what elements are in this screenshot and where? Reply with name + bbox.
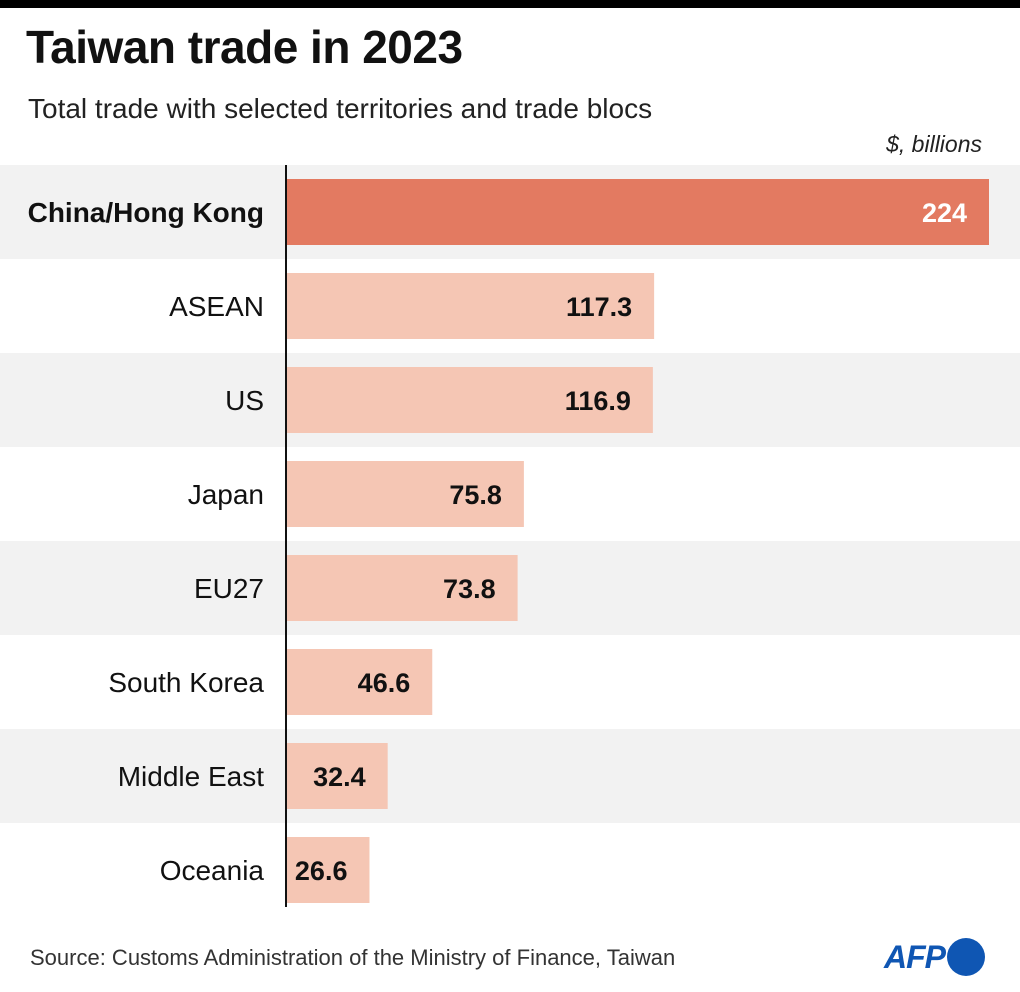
bar [286, 649, 433, 715]
category-label: China/Hong Kong [28, 197, 264, 228]
top-rule [0, 0, 1020, 8]
afp-logo-text: AFP [884, 938, 946, 975]
category-label: Oceania [160, 855, 265, 886]
category-label: US [225, 385, 264, 416]
chart-subtitle: Total trade with selected territories an… [28, 93, 653, 124]
category-label: South Korea [108, 667, 264, 698]
category-label: ASEAN [169, 291, 264, 322]
chart-title: Taiwan trade in 2023 [26, 21, 463, 73]
bar [286, 837, 370, 903]
category-label: EU27 [194, 573, 264, 604]
source-note: Source: Customs Administration of the Mi… [30, 945, 676, 970]
bar-chart: China/Hong Kong 224 ASEAN 117.3 US 116.9 Japan… [0, 165, 1020, 907]
bar [286, 555, 518, 621]
data-label: 32.4 [313, 762, 366, 792]
data-label: 26.6 [295, 856, 348, 886]
bar [286, 179, 989, 245]
data-label: 117.3 [566, 292, 632, 322]
bar [286, 461, 524, 527]
afp-logo-dot [947, 938, 985, 976]
unit-label: $, billions [886, 131, 982, 157]
data-label: 73.8 [443, 574, 496, 604]
data-label: 46.6 [358, 668, 411, 698]
row-band [0, 729, 1020, 823]
bar [286, 273, 655, 339]
afp-logo: AFP [884, 937, 985, 977]
bar [286, 367, 653, 433]
data-label: 75.8 [449, 480, 502, 510]
category-label: Middle East [118, 761, 265, 792]
category-label: Japan [188, 479, 264, 510]
bar [286, 743, 388, 809]
data-label: 116.9 [565, 386, 631, 416]
data-label: 224 [922, 198, 967, 228]
